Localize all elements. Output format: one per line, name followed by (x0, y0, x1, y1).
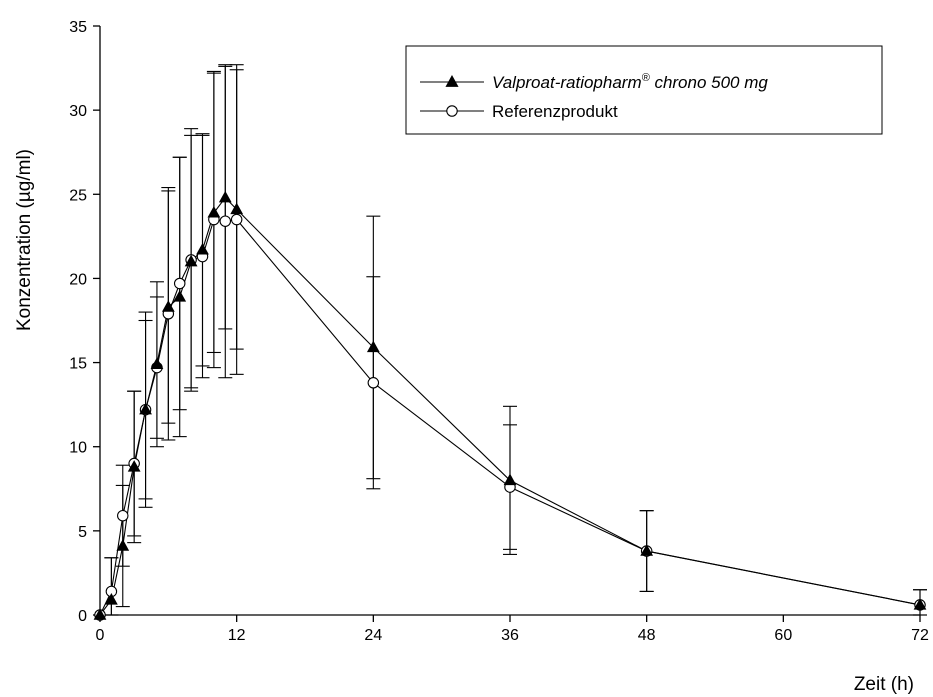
y-tick-label-30: 30 (69, 103, 87, 120)
y-tick-label-35: 35 (69, 19, 87, 36)
marker-triangle-7 (173, 290, 187, 302)
legend-label-valproat-main: Valproat-ratiopharm (492, 73, 642, 92)
x-tick-label-72: 72 (911, 627, 929, 644)
y-tick-label-5: 5 (78, 524, 87, 541)
marker-triangle-11 (218, 190, 232, 203)
x-axis-label: Zeit (h) (854, 674, 914, 695)
marker-circle-13 (367, 377, 380, 389)
legend-triangle-marker (445, 74, 459, 87)
y-axis-label: Konzentration (µg/ml) (14, 149, 35, 331)
x-tick-label-36: 36 (501, 627, 519, 644)
legend: Valproat-ratiopharm® chrono 500 mg Refer… (405, 45, 883, 135)
marker-triangle-3 (127, 460, 141, 472)
x-ticks: 0 12 24 36 48 60 72 (96, 615, 929, 644)
y-tick-label-0: 0 (78, 608, 87, 625)
marker-circle-2 (117, 509, 129, 522)
y-ticks: 0 5 10 15 20 25 30 35 (69, 19, 100, 625)
x-tick-label-48: 48 (638, 627, 656, 644)
series-markers (93, 190, 927, 621)
y-tick-label-15: 15 (69, 356, 87, 373)
marker-triangle-12 (230, 202, 244, 215)
marker-triangle-15 (640, 544, 654, 556)
legend-label-valproat: Valproat-ratiopharm® chrono 500 mg (492, 72, 768, 92)
x-tick-label-24: 24 (364, 627, 382, 644)
legend-entry-valproat: Valproat-ratiopharm® chrono 500 mg (420, 72, 768, 92)
marker-triangle-1 (105, 593, 118, 605)
marker-triangle-16 (913, 598, 927, 610)
marker-triangle-13 (366, 340, 380, 353)
marker-circle-12 (230, 213, 243, 226)
error-bars (104, 64, 927, 616)
legend-entry-referenz: Referenzprodukt (420, 102, 618, 121)
marker-triangle-2 (116, 539, 130, 551)
legend-label-valproat-sup: ® (642, 72, 651, 84)
legend-label-referenz: Referenzprodukt (492, 102, 618, 121)
legend-circle-marker (446, 105, 458, 117)
marker-triangle-5 (150, 357, 164, 369)
x-tick-label-12: 12 (228, 627, 246, 644)
x-tick-label-0: 0 (96, 627, 105, 644)
legend-box (405, 45, 883, 135)
marker-circle-11 (219, 215, 232, 227)
marker-triangle-6 (161, 300, 175, 312)
legend-label-valproat-rest: chrono 500 mg (650, 73, 769, 92)
marker-triangle-9 (196, 242, 209, 255)
marker-triangle-10 (207, 205, 221, 218)
marker-triangle-8 (184, 254, 198, 267)
y-tick-label-20: 20 (69, 271, 87, 288)
y-tick-label-25: 25 (69, 187, 87, 204)
y-tick-label-10: 10 (69, 440, 87, 457)
marker-circle-7 (173, 277, 186, 290)
marker-triangle-0 (93, 608, 107, 620)
marker-triangle-14 (503, 473, 517, 486)
marker-triangle-4 (139, 402, 152, 415)
x-tick-label-60: 60 (774, 627, 792, 644)
